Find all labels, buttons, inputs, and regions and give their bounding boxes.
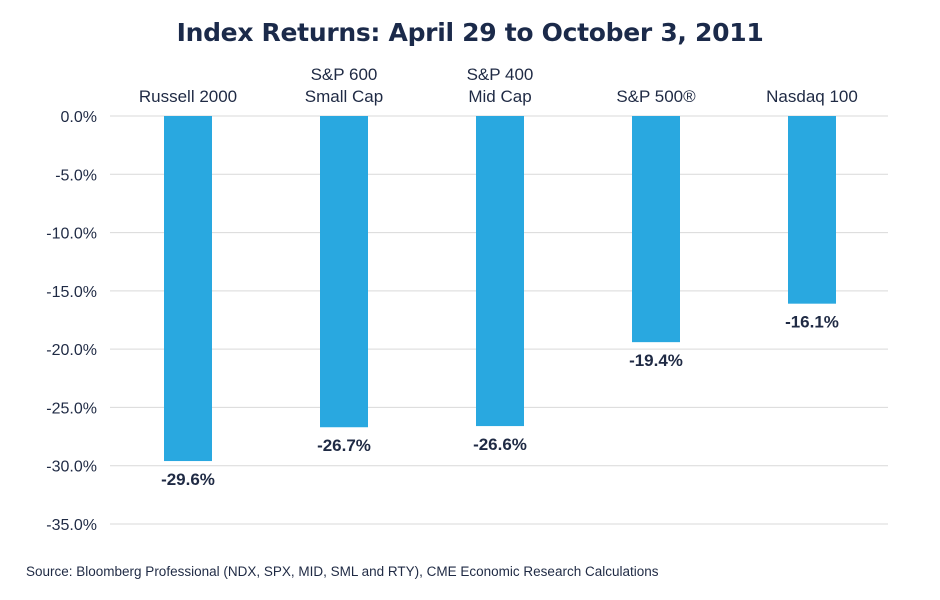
category-label: Small Cap [305, 87, 383, 106]
bar [476, 116, 524, 427]
y-tick-label: -10.0% [46, 226, 97, 243]
y-tick-label: -30.0% [46, 459, 97, 476]
category-label: S&P 600 [311, 65, 378, 84]
chart-title: Index Returns: April 29 to October 3, 20… [176, 18, 764, 47]
y-tick-label: 0.0% [61, 109, 97, 126]
category-label: Mid Cap [468, 87, 531, 106]
category-label: S&P 400 [467, 65, 534, 84]
source-note: Source: Bloomberg Professional (NDX, SPX… [26, 564, 659, 579]
data-label: -26.7% [317, 436, 371, 455]
y-tick-label: -15.0% [46, 284, 97, 301]
data-label: -26.6% [473, 435, 527, 454]
bar [164, 116, 212, 462]
category-label: S&P 500® [616, 87, 696, 106]
bar [788, 116, 836, 304]
data-label: -19.4% [629, 351, 683, 370]
y-tick-label: -35.0% [46, 517, 97, 534]
data-label: -29.6% [161, 470, 215, 489]
category-label: Nasdaq 100 [766, 87, 858, 106]
y-tick-label: -5.0% [55, 167, 97, 184]
y-tick-label: -25.0% [46, 400, 97, 417]
y-tick-label: -20.0% [46, 342, 97, 359]
bar [320, 116, 368, 428]
bar [632, 116, 680, 343]
category-label: Russell 2000 [139, 87, 237, 106]
data-label: -16.1% [785, 313, 839, 332]
